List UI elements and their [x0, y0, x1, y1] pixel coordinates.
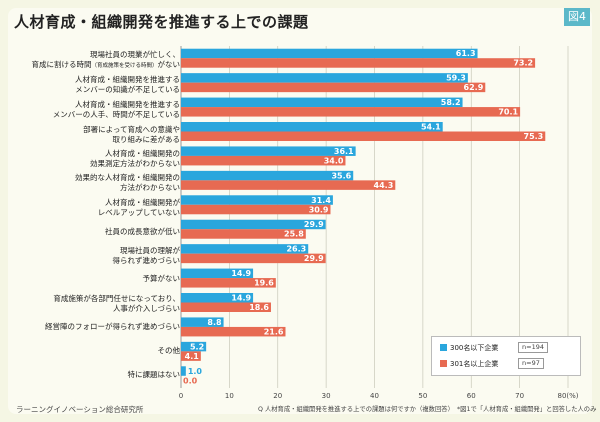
- data-label: 44.3: [374, 181, 394, 190]
- tick-label: 50: [418, 392, 427, 400]
- legend-swatch-s1: [440, 344, 447, 351]
- bar-301-or-more: [181, 204, 331, 215]
- bar-300-or-less: [181, 341, 207, 352]
- tick-label: 20: [273, 392, 282, 400]
- category-label: 社員の成長意欲が低い: [105, 227, 180, 236]
- question-note: Q 人材育成・組織開発を推進する上での課題は何ですか（複数回答） *図1で「人材…: [258, 406, 597, 413]
- data-label: 75.3: [524, 132, 544, 141]
- bar-301-or-more: [181, 253, 326, 264]
- legend-n-s1: n=194: [518, 342, 548, 353]
- category-label: 現場社員の理解が 得られず進めづらい: [112, 246, 181, 265]
- data-label: 30.9: [309, 205, 329, 214]
- chart-title: 人材育成・組織開発を推進する上での課題: [14, 13, 309, 31]
- tick-label: 70: [515, 392, 524, 400]
- bar-300-or-less: [181, 170, 354, 181]
- bar-300-or-less: [181, 268, 254, 279]
- category-label: 部署によって育成への意識や 取り組みに差がある: [83, 125, 180, 144]
- category-label: 特に課題はない: [127, 370, 181, 379]
- data-label: 1.0: [188, 367, 203, 376]
- data-label: 36.1: [334, 147, 354, 156]
- bar-301-or-more: [181, 58, 536, 68]
- bar-300-or-less: [181, 317, 224, 327]
- bar-300-or-less: [181, 195, 333, 205]
- data-label: 26.3: [286, 245, 306, 254]
- category-label: 効果的な人材育成・組織開発の 方法がわからない: [75, 173, 180, 192]
- bar-300-or-less: [181, 146, 356, 156]
- data-label: 62.9: [464, 83, 484, 92]
- data-label: 58.2: [441, 98, 461, 107]
- data-label: 25.8: [284, 230, 304, 239]
- bar-301-or-more: [181, 326, 286, 337]
- category-label: 育成施策が各部門任せになっており、 人事が介入しづらい: [53, 294, 180, 313]
- data-label: 18.6: [249, 303, 269, 312]
- category-label: 経営陣のフォローが得られず進めづらい: [45, 322, 180, 331]
- category-label: 人材育成・組織開発が レベルアップしていない: [97, 198, 180, 217]
- bar-301-or-more: [181, 155, 346, 166]
- bar-301-or-more: [181, 107, 521, 117]
- data-label: 8.8: [207, 318, 222, 327]
- category-label: 人材育成・組織開発を推進する メンバーの知識が不足している: [75, 75, 180, 94]
- bar-300-or-less: [181, 48, 478, 59]
- data-label: 19.6: [254, 279, 274, 288]
- bar-301-or-more: [181, 229, 306, 239]
- bar-301-or-more: [181, 131, 546, 141]
- data-label: 54.1: [421, 123, 441, 132]
- bar-300-or-less: [181, 122, 443, 132]
- data-label: 5.2: [190, 342, 204, 351]
- data-label: 61.3: [456, 49, 476, 58]
- data-label: 73.2: [513, 59, 533, 68]
- tick-label: 30: [322, 392, 331, 400]
- legend-item-s1: 300名以下企業: [440, 343, 498, 353]
- category-label: 人材育成・組織開発を推進する メンバーの人手、時間が不足している: [52, 100, 180, 119]
- legend: 300名以下企業 n=194 301名以上企業 n=97: [431, 336, 581, 376]
- figure-badge: 図4: [564, 8, 590, 26]
- bar-300-or-less: [181, 97, 463, 108]
- data-label: 14.9: [231, 294, 251, 303]
- data-label: 14.9: [231, 269, 251, 278]
- data-label: 35.6: [331, 171, 351, 180]
- data-label: 31.4: [311, 196, 331, 205]
- category-label: 予算がない: [142, 274, 181, 283]
- category-label: 人材育成・組織開発の 効果測定方法がわからない: [90, 149, 180, 168]
- data-label: 4.1: [185, 352, 200, 361]
- bar-301-or-more: [181, 302, 271, 312]
- data-label: 29.9: [304, 220, 324, 229]
- data-label: 29.9: [304, 254, 324, 263]
- data-label: 34.0: [324, 156, 344, 165]
- data-label: 0.0: [183, 376, 198, 385]
- tick-label: 80(%): [557, 392, 578, 400]
- bar-301-or-more: [181, 351, 201, 361]
- bar-300-or-less: [181, 366, 186, 376]
- tick-label: 10: [225, 392, 234, 400]
- bar-301-or-more: [181, 180, 396, 190]
- bar-301-or-more: [181, 82, 486, 93]
- tick-label: 0: [179, 392, 183, 400]
- category-label: 現場社員の現業が忙しく、 育成に割ける時間（育成施策を受ける時間）がない: [31, 50, 180, 69]
- legend-swatch-s2: [440, 360, 447, 367]
- bar-300-or-less: [181, 219, 326, 230]
- bar-300-or-less: [181, 244, 309, 254]
- data-label: 59.3: [446, 74, 466, 83]
- legend-item-s2: 301名以上企業: [440, 359, 498, 369]
- data-label: 21.6: [264, 327, 284, 336]
- bar-301-or-more: [181, 278, 276, 288]
- legend-n-s2: n=97: [518, 358, 544, 369]
- source-label: ラーニングイノベーション総合研究所: [16, 405, 144, 414]
- bar-300-or-less: [181, 73, 468, 83]
- category-label: その他: [157, 346, 181, 355]
- bar-300-or-less: [181, 293, 254, 303]
- data-label: 70.1: [498, 108, 518, 117]
- tick-label: 40: [370, 392, 379, 400]
- tick-label: 60: [467, 392, 476, 400]
